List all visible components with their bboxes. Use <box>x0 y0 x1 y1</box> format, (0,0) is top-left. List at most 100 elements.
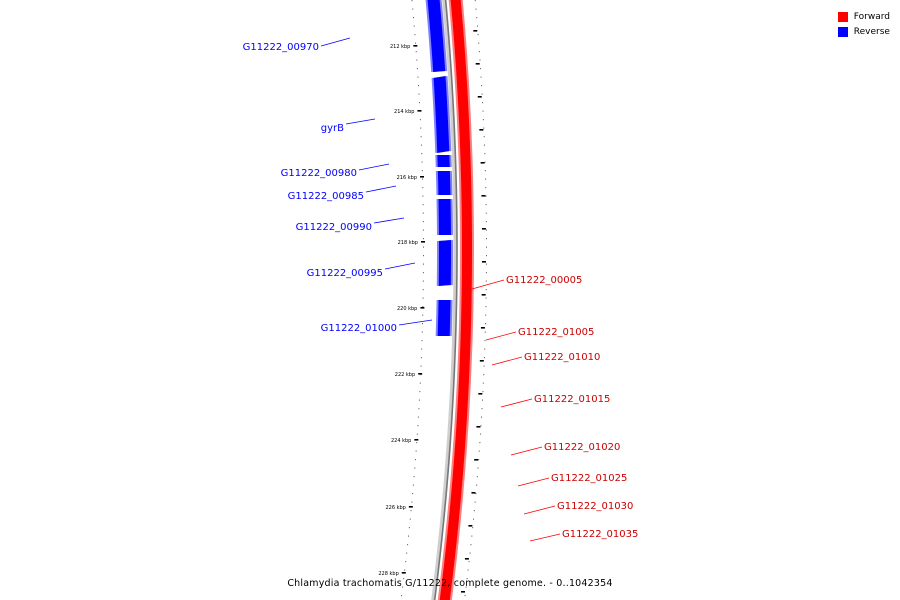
minor-tick-outer <box>483 374 485 376</box>
minor-tick-inner <box>417 85 419 87</box>
major-tick-outer <box>461 591 466 593</box>
minor-tick-outer <box>485 246 487 248</box>
major-tick-outer <box>471 492 476 494</box>
minor-tick-outer <box>482 110 484 112</box>
minor-tick-outer <box>472 527 474 529</box>
minor-tick-inner <box>421 161 423 163</box>
minor-tick-inner <box>421 340 423 342</box>
minor-tick-inner <box>422 187 424 189</box>
leader-line <box>529 533 561 542</box>
minor-tick-inner <box>410 510 412 512</box>
tick-label: 220 kbp <box>397 306 417 312</box>
minor-tick-inner <box>421 331 423 333</box>
leader-line <box>384 262 416 270</box>
minor-tick-inner <box>422 212 424 214</box>
minor-tick-inner <box>420 144 422 146</box>
tick-label: 226 kbp <box>385 505 405 511</box>
minor-tick-outer <box>485 289 487 291</box>
minor-tick-inner <box>419 119 421 121</box>
minor-tick-outer <box>469 552 471 554</box>
minor-tick-outer <box>478 42 480 44</box>
minor-tick-outer <box>485 187 487 189</box>
minor-tick-inner <box>422 289 424 291</box>
minor-tick-inner <box>422 238 424 240</box>
minor-tick-outer <box>467 569 469 571</box>
forward-gene-label: G11222_01015 <box>534 394 610 405</box>
minor-tick-inner <box>418 408 420 410</box>
minor-tick-outer <box>470 544 472 546</box>
minor-tick-outer <box>485 229 487 231</box>
minor-tick-outer <box>481 416 483 418</box>
minor-tick-inner <box>422 221 424 223</box>
minor-tick-outer <box>482 119 484 121</box>
minor-tick-outer <box>482 382 484 384</box>
minor-tick-outer <box>479 433 481 435</box>
minor-tick-inner <box>415 51 417 53</box>
minor-tick-inner <box>415 450 417 452</box>
minor-tick-inner <box>420 127 422 129</box>
minor-tick-outer <box>485 255 487 257</box>
major-tick-outer <box>480 162 485 164</box>
minor-tick-outer <box>484 331 486 333</box>
minor-tick-inner <box>403 578 405 580</box>
minor-tick-inner <box>418 399 420 401</box>
major-tick-outer <box>481 228 486 230</box>
major-tick-outer <box>480 327 485 329</box>
minor-tick-outer <box>484 340 486 342</box>
major-tick-inner <box>414 439 419 441</box>
minor-tick-outer <box>485 323 487 325</box>
major-tick-inner <box>417 110 422 112</box>
major-tick-inner <box>420 307 425 309</box>
minor-tick-inner <box>417 425 419 427</box>
minor-tick-outer <box>483 127 485 129</box>
minor-tick-inner <box>422 195 424 197</box>
minor-tick-outer <box>473 510 475 512</box>
major-tick-outer <box>476 426 481 428</box>
minor-tick-inner <box>417 76 419 78</box>
minor-tick-outer <box>485 306 487 308</box>
minor-tick-inner <box>415 42 417 44</box>
major-tick-outer <box>479 360 484 362</box>
forward-gene-label: G11222_00005 <box>506 275 582 286</box>
tick-marks: 212 kbp 214 kbp 216 kbp 218 kbp 220 kbp 222 k… <box>378 0 487 597</box>
minor-tick-inner <box>408 527 410 529</box>
major-tick-outer <box>464 558 469 560</box>
minor-tick-inner <box>412 8 414 10</box>
minor-tick-inner <box>422 255 424 257</box>
minor-tick-inner <box>422 314 424 316</box>
legend-reverse-label: Reverse <box>853 26 890 37</box>
minor-tick-outer <box>485 195 487 197</box>
leader-line <box>471 279 505 290</box>
minor-tick-outer <box>485 178 487 180</box>
minor-tick-outer <box>473 518 475 520</box>
forward-gene-label: G11222_01025 <box>551 473 627 484</box>
minor-tick-inner <box>401 595 403 597</box>
gene-labels: G11222_00970 gyrB G11222_00980 G11222_00985… <box>243 37 638 542</box>
minor-tick-outer <box>484 170 486 172</box>
reverse-strand-genes <box>425 0 453 336</box>
minor-tick-outer <box>476 17 478 19</box>
minor-tick-outer <box>481 408 483 410</box>
minor-tick-outer <box>485 297 487 299</box>
minor-tick-outer <box>476 484 478 486</box>
forward-swatch <box>837 11 848 22</box>
minor-tick-inner <box>417 416 419 418</box>
minor-tick-inner <box>422 272 424 274</box>
minor-tick-outer <box>477 467 479 469</box>
leader-line <box>523 505 556 515</box>
minor-tick-outer <box>476 25 478 27</box>
major-tick-outer <box>479 129 484 131</box>
minor-tick-outer <box>485 263 487 265</box>
minor-tick-outer <box>477 34 479 36</box>
minor-tick-outer <box>485 238 487 240</box>
minor-tick-inner <box>411 501 413 503</box>
minor-tick-inner <box>407 544 409 546</box>
major-tick-inner <box>401 572 406 574</box>
minor-tick-inner <box>416 59 418 61</box>
tick-label: 222 kbp <box>395 372 415 378</box>
reverse-gene-4 <box>437 171 451 195</box>
minor-tick-inner <box>416 442 418 444</box>
minor-tick-outer <box>471 535 473 537</box>
minor-tick-outer <box>484 153 486 155</box>
